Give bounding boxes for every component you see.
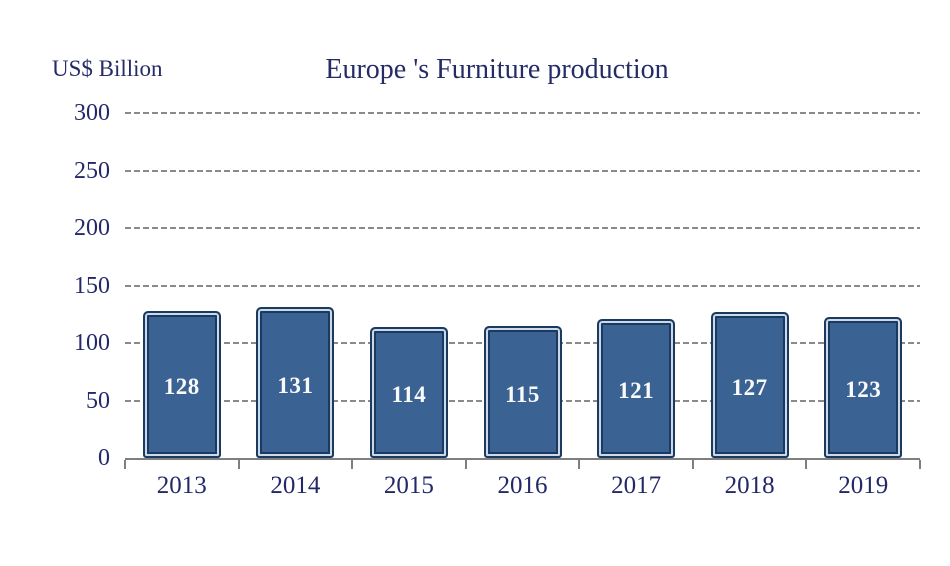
y-axis-unit-label: US$ Billion [52,56,163,81]
x-tick-label-2016: 2016 [497,472,548,499]
bar-value-label: 131 [277,372,314,398]
bar-value-label: 114 [391,382,427,408]
x-axis-tick [464,460,467,469]
bar-2018: 127 [710,311,789,458]
y-tick-label-100: 100 [74,330,110,356]
y-tick-label-300: 300 [74,100,110,126]
bar-value-label: 123 [845,377,882,403]
bar-2015: 114 [369,326,448,458]
y-tick-label-250: 250 [74,157,110,184]
x-tick-label-2017: 2017 [611,472,662,499]
chart-title: Europe 's Furniture production [325,54,669,85]
bar-value-label: 115 [505,381,540,407]
x-axis-tick [351,460,354,469]
x-axis-tick [919,460,921,469]
gridline-250 [125,169,920,172]
bar-2013: 128 [142,310,221,458]
x-axis-tick [691,460,694,469]
y-tick-label-0: 0 [98,445,110,471]
bar-2016: 115 [483,325,562,458]
y-tick-label-50: 50 [86,387,110,414]
x-axis-tick [805,460,808,469]
bar-value-label: 128 [163,374,200,400]
bar-2014: 131 [256,307,335,458]
bar-2019: 123 [824,316,903,458]
x-tick-label-2018: 2018 [724,472,775,499]
x-axis-tick [237,460,240,469]
x-tick-label-2019: 2019 [838,472,889,499]
gridline-150 [125,284,920,287]
gridline-200 [125,227,920,229]
gridline-300 [125,112,920,114]
x-axis-tick [578,460,581,469]
bar-value-label: 121 [618,378,655,404]
y-tick-label-150: 150 [74,272,110,299]
x-tick-label-2014: 2014 [270,472,321,499]
bar-2017: 121 [597,318,676,458]
x-axis-tick [124,460,126,469]
bar-value-label: 127 [731,374,768,400]
x-tick-label-2015: 2015 [383,472,434,499]
y-tick-label-200: 200 [74,215,110,241]
x-axis-line [125,458,920,460]
x-tick-label-2013: 2013 [156,472,207,499]
